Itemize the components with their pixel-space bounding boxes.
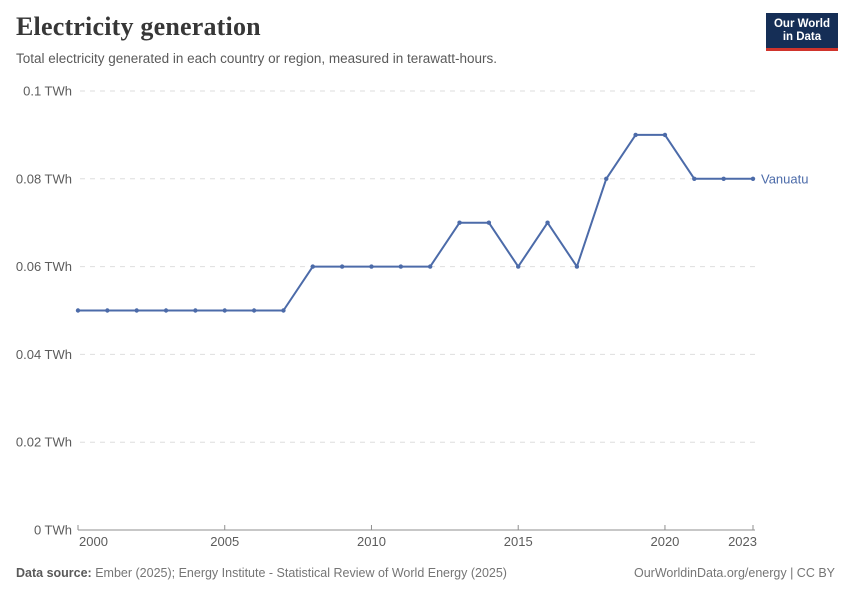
chart-subtitle: Total electricity generated in each coun… <box>16 51 497 66</box>
data-point[interactable] <box>486 220 492 225</box>
series-line <box>77 133 754 312</box>
data-point[interactable] <box>339 264 345 269</box>
data-point[interactable] <box>281 308 286 313</box>
data-point[interactable] <box>516 264 521 269</box>
y-axis-tick-label: 0.08 TWh <box>16 171 72 186</box>
owid-logo[interactable]: Our World in Data <box>765 13 838 51</box>
data-source-note: Data source: Ember (2025); Energy Instit… <box>16 566 507 580</box>
data-point[interactable] <box>427 264 433 269</box>
data-point[interactable] <box>721 176 726 181</box>
data-point[interactable] <box>545 220 550 225</box>
y-axis-tick-label: 0.1 TWh <box>23 84 72 99</box>
data-point[interactable] <box>574 264 580 269</box>
x-axis-tick-label: 2015 <box>504 534 533 549</box>
data-point[interactable] <box>134 308 139 313</box>
data-source-label: Data source: <box>16 566 92 580</box>
y-axis-tick-label: 0.04 TWh <box>16 347 72 362</box>
series-label[interactable]: Vanuatu <box>761 171 808 186</box>
x-axis-tick-label: 2005 <box>210 534 239 549</box>
page-title: Electricity generation <box>16 12 261 41</box>
y-axis-tick-label: 0.02 TWh <box>16 435 72 450</box>
data-point[interactable] <box>163 308 169 313</box>
data-point[interactable] <box>310 264 315 269</box>
data-point[interactable] <box>193 308 198 313</box>
x-axis-tick-label: 2000 <box>79 534 108 549</box>
y-axis-tick-label: 0.06 TWh <box>16 259 72 274</box>
data-point[interactable] <box>369 264 374 269</box>
data-point[interactable] <box>750 176 756 181</box>
data-point[interactable] <box>222 308 227 313</box>
data-point[interactable] <box>105 308 110 313</box>
x-axis-tick-label: 2010 <box>357 534 386 549</box>
data-point[interactable] <box>692 176 697 181</box>
data-point[interactable] <box>75 308 81 313</box>
data-point[interactable] <box>251 308 257 313</box>
data-source-text: Ember (2025); Energy Institute - Statist… <box>91 566 507 580</box>
data-point[interactable] <box>398 264 404 269</box>
credit-link[interactable]: OurWorldinData.org/energy | CC BY <box>633 566 835 580</box>
data-point[interactable] <box>662 132 668 138</box>
owid-logo-line1: Our World <box>773 18 830 30</box>
x-axis-tick-label: 2020 <box>650 534 679 549</box>
data-point[interactable] <box>457 220 462 225</box>
data-point[interactable] <box>633 132 638 138</box>
chart-footer: Data source: Ember (2025); Energy Instit… <box>16 566 835 580</box>
y-axis-tick-label: 0 TWh <box>34 523 72 538</box>
data-point[interactable] <box>604 176 609 181</box>
x-axis-tick-label: 2023 <box>728 534 757 549</box>
owid-logo-line2: in Data <box>782 31 822 43</box>
